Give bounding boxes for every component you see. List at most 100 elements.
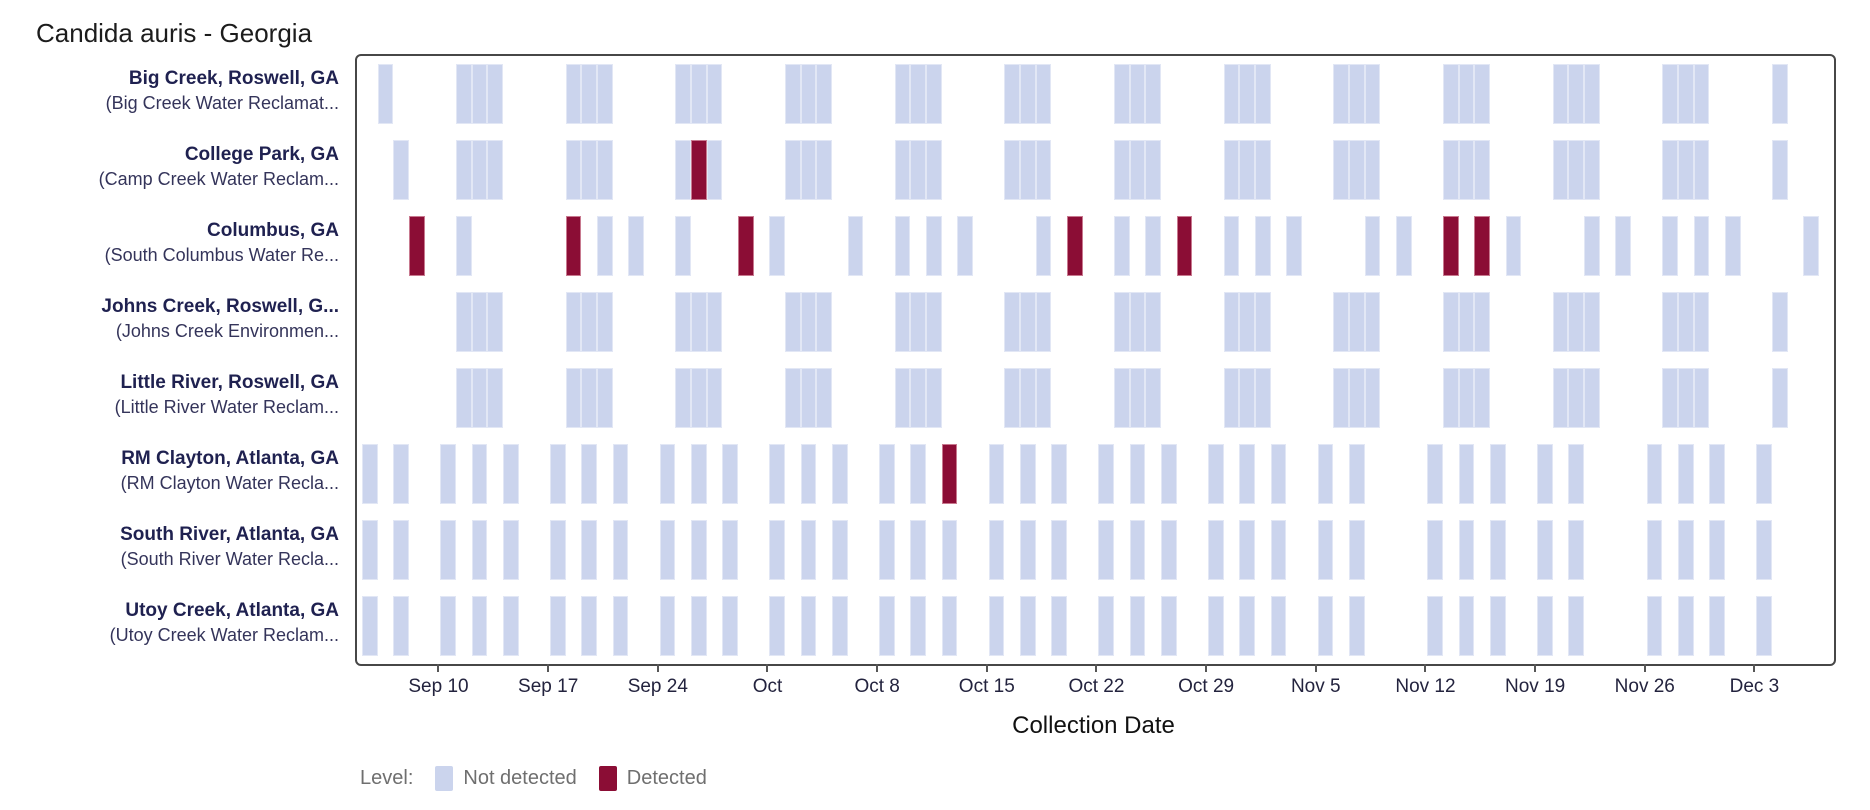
tile-not-detected[interactable] bbox=[832, 444, 848, 504]
tile-not-detected[interactable] bbox=[706, 140, 723, 200]
tile-not-detected[interactable] bbox=[1349, 520, 1365, 580]
tile-not-detected[interactable] bbox=[910, 140, 927, 200]
tile-not-detected[interactable] bbox=[1035, 368, 1052, 428]
tile-not-detected[interactable] bbox=[1223, 292, 1240, 352]
tile-not-detected[interactable] bbox=[910, 368, 927, 428]
tile-not-detected[interactable] bbox=[691, 520, 707, 580]
tile-not-detected[interactable] bbox=[1161, 596, 1177, 656]
tile-not-detected[interactable] bbox=[1114, 368, 1130, 428]
tile-not-detected[interactable] bbox=[769, 216, 786, 276]
tile-not-detected[interactable] bbox=[503, 596, 519, 656]
tile-not-detected[interactable] bbox=[1208, 444, 1224, 504]
tile-not-detected[interactable] bbox=[1208, 596, 1224, 656]
tile-not-detected[interactable] bbox=[1427, 444, 1444, 504]
tile-detected[interactable] bbox=[1176, 216, 1193, 276]
tile-not-detected[interactable] bbox=[1537, 444, 1553, 504]
tile-not-detected[interactable] bbox=[988, 444, 1005, 504]
tile-not-detected[interactable] bbox=[1223, 216, 1240, 276]
tile-not-detected[interactable] bbox=[487, 140, 504, 200]
tile-not-detected[interactable] bbox=[1709, 596, 1726, 656]
tile-not-detected[interactable] bbox=[487, 292, 504, 352]
tile-not-detected[interactable] bbox=[1317, 520, 1334, 580]
tile-not-detected[interactable] bbox=[1772, 64, 1788, 124]
tile-not-detected[interactable] bbox=[879, 520, 895, 580]
tile-not-detected[interactable] bbox=[1114, 292, 1130, 352]
tile-not-detected[interactable] bbox=[1458, 292, 1475, 352]
tile-not-detected[interactable] bbox=[1693, 216, 1710, 276]
tile-not-detected[interactable] bbox=[456, 368, 472, 428]
tile-not-detected[interactable] bbox=[926, 140, 942, 200]
tile-not-detected[interactable] bbox=[377, 64, 394, 124]
tile-not-detected[interactable] bbox=[926, 368, 942, 428]
tile-not-detected[interactable] bbox=[1270, 444, 1287, 504]
tile-not-detected[interactable] bbox=[722, 596, 739, 656]
tile-not-detected[interactable] bbox=[800, 444, 817, 504]
tile-not-detected[interactable] bbox=[1458, 444, 1475, 504]
tile-not-detected[interactable] bbox=[471, 368, 488, 428]
tile-not-detected[interactable] bbox=[1035, 292, 1052, 352]
tile-not-detected[interactable] bbox=[1458, 64, 1475, 124]
tile-not-detected[interactable] bbox=[910, 292, 927, 352]
tile-not-detected[interactable] bbox=[1364, 64, 1381, 124]
tile-not-detected[interactable] bbox=[894, 64, 911, 124]
tile-not-detected[interactable] bbox=[471, 444, 488, 504]
tile-not-detected[interactable] bbox=[1349, 64, 1365, 124]
tile-not-detected[interactable] bbox=[1020, 444, 1036, 504]
tile-not-detected[interactable] bbox=[659, 596, 676, 656]
tile-not-detected[interactable] bbox=[675, 140, 692, 200]
tile-not-detected[interactable] bbox=[1568, 140, 1585, 200]
tile-not-detected[interactable] bbox=[1396, 216, 1412, 276]
tile-not-detected[interactable] bbox=[1427, 520, 1444, 580]
tile-not-detected[interactable] bbox=[1662, 140, 1679, 200]
tile-not-detected[interactable] bbox=[1678, 520, 1694, 580]
tile-not-detected[interactable] bbox=[581, 64, 598, 124]
tile-not-detected[interactable] bbox=[1552, 140, 1569, 200]
tile-not-detected[interactable] bbox=[785, 64, 801, 124]
tile-not-detected[interactable] bbox=[1004, 292, 1021, 352]
tile-not-detected[interactable] bbox=[691, 64, 707, 124]
tile-detected[interactable] bbox=[941, 444, 958, 504]
tile-not-detected[interactable] bbox=[1584, 64, 1600, 124]
tile-not-detected[interactable] bbox=[1756, 444, 1773, 504]
tile-not-detected[interactable] bbox=[1051, 596, 1068, 656]
tile-not-detected[interactable] bbox=[597, 368, 613, 428]
tile-not-detected[interactable] bbox=[1270, 596, 1287, 656]
tile-not-detected[interactable] bbox=[612, 520, 629, 580]
tile-not-detected[interactable] bbox=[1364, 368, 1381, 428]
tile-not-detected[interactable] bbox=[1035, 140, 1052, 200]
tile-not-detected[interactable] bbox=[1646, 520, 1663, 580]
tile-not-detected[interactable] bbox=[1443, 292, 1459, 352]
tile-not-detected[interactable] bbox=[1678, 64, 1694, 124]
tile-not-detected[interactable] bbox=[1772, 140, 1788, 200]
tile-not-detected[interactable] bbox=[675, 64, 692, 124]
tile-detected[interactable] bbox=[1443, 216, 1459, 276]
tile-not-detected[interactable] bbox=[1004, 64, 1021, 124]
tile-not-detected[interactable] bbox=[440, 596, 457, 656]
tile-not-detected[interactable] bbox=[1756, 596, 1773, 656]
tile-not-detected[interactable] bbox=[1756, 520, 1773, 580]
tile-not-detected[interactable] bbox=[1349, 596, 1365, 656]
tile-not-detected[interactable] bbox=[691, 596, 707, 656]
tile-not-detected[interactable] bbox=[816, 292, 833, 352]
tile-not-detected[interactable] bbox=[565, 292, 582, 352]
tile-not-detected[interactable] bbox=[800, 368, 817, 428]
tile-not-detected[interactable] bbox=[910, 444, 927, 504]
tile-not-detected[interactable] bbox=[1552, 64, 1569, 124]
tile-not-detected[interactable] bbox=[1020, 368, 1036, 428]
tile-not-detected[interactable] bbox=[1568, 292, 1585, 352]
tile-not-detected[interactable] bbox=[1490, 596, 1506, 656]
tile-not-detected[interactable] bbox=[581, 140, 598, 200]
tile-not-detected[interactable] bbox=[471, 520, 488, 580]
tile-not-detected[interactable] bbox=[1537, 596, 1553, 656]
tile-not-detected[interactable] bbox=[832, 520, 848, 580]
tile-not-detected[interactable] bbox=[832, 596, 848, 656]
tile-not-detected[interactable] bbox=[659, 520, 676, 580]
tile-not-detected[interactable] bbox=[1349, 444, 1365, 504]
tile-not-detected[interactable] bbox=[1051, 520, 1068, 580]
tile-not-detected[interactable] bbox=[1255, 368, 1271, 428]
tile-not-detected[interactable] bbox=[1223, 64, 1240, 124]
tile-not-detected[interactable] bbox=[1129, 64, 1146, 124]
tile-not-detected[interactable] bbox=[1004, 368, 1021, 428]
tile-not-detected[interactable] bbox=[1662, 368, 1679, 428]
tile-detected[interactable] bbox=[738, 216, 754, 276]
